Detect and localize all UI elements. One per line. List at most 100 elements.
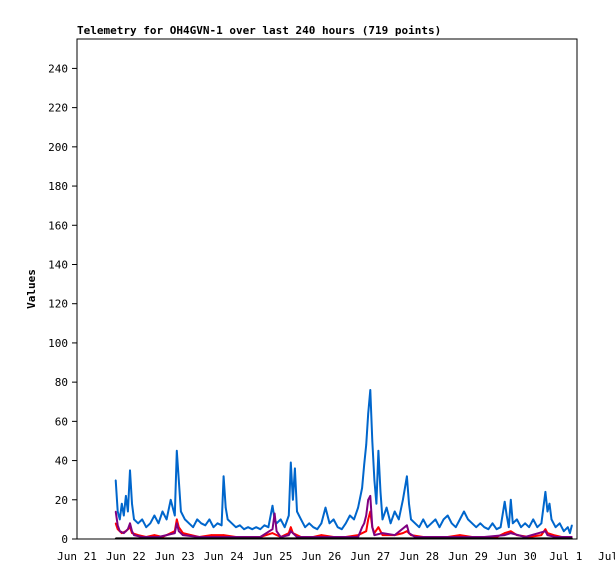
data-point — [129, 469, 131, 472]
data-point — [328, 522, 331, 525]
data-point — [546, 510, 549, 513]
series-3 — [114, 537, 573, 540]
data-point — [426, 526, 429, 528]
data-point — [324, 506, 327, 509]
data-point — [290, 530, 292, 532]
data-point — [200, 522, 202, 525]
data-point — [153, 514, 156, 517]
data-point — [125, 495, 127, 497]
data-point — [222, 534, 225, 536]
x-axis: Jun 21 Jun 22 Jun 23 Jun 24 Jun 25 Jun 26 Jun … — [57, 550, 615, 563]
data-point — [408, 532, 410, 534]
data-point — [377, 526, 380, 528]
data-point — [133, 518, 135, 521]
data-point — [512, 522, 514, 525]
data-point — [540, 534, 543, 536]
data-point — [127, 528, 129, 530]
data-point — [141, 518, 143, 521]
data-point — [271, 528, 274, 530]
data-point — [503, 500, 506, 503]
data-point — [398, 518, 400, 521]
data-point — [165, 534, 168, 536]
data-point — [475, 526, 478, 528]
data-point — [231, 522, 233, 525]
x-tick-label: Jun 28 — [399, 550, 439, 563]
x-tick-label: Jun 26 — [302, 550, 342, 563]
data-point — [510, 532, 512, 534]
y-tick-label: 80 — [55, 376, 68, 389]
data-point — [446, 514, 449, 517]
data-point — [499, 526, 502, 528]
data-point — [123, 514, 125, 517]
data-point — [165, 518, 168, 521]
data-point — [365, 530, 368, 532]
data-point — [365, 514, 368, 517]
data-point — [377, 450, 380, 452]
y-tick-label: 100 — [48, 337, 68, 350]
data-point — [442, 518, 445, 521]
data-point — [192, 526, 194, 528]
data-point — [174, 532, 176, 534]
data-point — [208, 518, 211, 521]
data-point — [505, 514, 508, 517]
data-point — [402, 532, 404, 534]
data-point — [176, 522, 178, 525]
data-point — [381, 532, 384, 534]
y-tick-label: 140 — [48, 258, 68, 271]
x-tick-label: Jul 1 — [549, 550, 582, 563]
data-point — [367, 499, 370, 501]
data-point — [371, 440, 374, 442]
data-point — [544, 530, 547, 532]
y-tick-label: 160 — [48, 219, 68, 232]
data-point — [161, 510, 164, 513]
data-point — [271, 532, 274, 534]
y-tick-label: 60 — [55, 415, 68, 428]
x-tick-label: Jun 22 — [106, 550, 146, 563]
data-point — [316, 528, 319, 530]
data-point — [548, 502, 551, 505]
data-point — [414, 522, 416, 525]
data-point — [247, 526, 249, 528]
data-point — [406, 475, 408, 478]
data-point — [178, 530, 180, 532]
data-point — [188, 522, 190, 525]
x-tick-label: Jun 24 — [204, 550, 244, 563]
data-point — [220, 524, 223, 527]
data-point — [273, 512, 276, 515]
data-point — [459, 534, 461, 536]
data-point — [479, 522, 482, 525]
x-tick-label: Jun 27 — [350, 550, 390, 563]
data-point — [459, 518, 461, 521]
data-point — [567, 526, 569, 528]
data-point — [196, 518, 198, 521]
y-axis-label: Values — [25, 269, 38, 309]
data-point — [121, 502, 123, 505]
data-point — [544, 528, 547, 530]
data-point — [520, 526, 522, 528]
data-point — [341, 528, 343, 530]
data-point — [503, 532, 506, 534]
data-point — [210, 534, 213, 536]
data-point — [320, 522, 323, 525]
series-group — [114, 389, 573, 540]
data-point — [463, 510, 465, 513]
data-point — [371, 526, 374, 528]
data-point — [532, 518, 534, 521]
data-point — [381, 534, 384, 536]
data-point — [357, 506, 359, 509]
data-point — [422, 518, 425, 521]
data-point — [375, 502, 378, 505]
data-point — [367, 412, 370, 415]
data-point — [114, 522, 117, 525]
data-point — [487, 528, 490, 530]
chart-title: Telemetry for OH4GVN-1 over last 240 hou… — [77, 24, 441, 37]
data-point — [495, 528, 498, 530]
data-point — [363, 522, 366, 525]
data-point — [438, 526, 441, 528]
data-point — [169, 499, 172, 501]
data-point — [131, 530, 133, 532]
data-point — [408, 502, 410, 505]
data-point — [176, 518, 178, 521]
y-tick-label: 200 — [48, 141, 68, 154]
